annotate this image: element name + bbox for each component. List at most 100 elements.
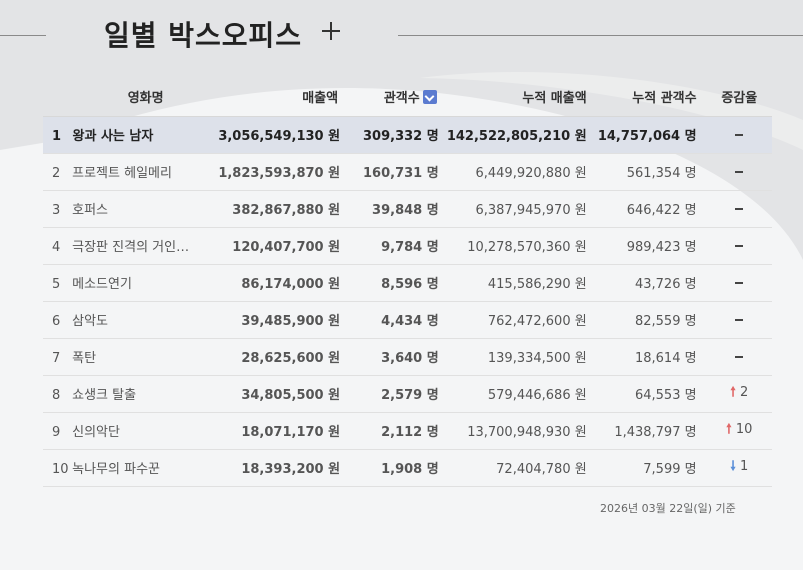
change-cell: 🠕 2	[706, 375, 772, 413]
rank-number: 8	[52, 388, 61, 403]
table-row[interactable]: 7 폭탄 28,625,600 원 3,640 명 139,334,500 원 18,6…	[43, 338, 772, 376]
cum-sales-cell: 72,404,780 원	[446, 449, 597, 487]
movie-title[interactable]: 쇼생크 탈출	[72, 388, 137, 403]
rank-number: 4	[52, 240, 61, 255]
table-row[interactable]: 2 프로젝트 헤일메리 1,823,593,870 원 160,731 명 6,449…	[43, 153, 772, 191]
movie-title[interactable]: 메소드연기	[72, 277, 132, 292]
column-header-audience[interactable]: 관객수	[348, 78, 447, 117]
movie-title[interactable]: 녹나무의 파수꾼	[72, 462, 160, 477]
rank-number: 3	[52, 203, 61, 218]
column-header-cum-sales[interactable]: 누적 매출액	[446, 78, 597, 117]
sales-cell: 18,393,200 원	[218, 449, 349, 487]
movie-title[interactable]: 프로젝트 헤일메리	[72, 166, 172, 181]
table-row[interactable]: 9 신의악단 18,071,170 원 2,112 명 13,700,948,930 …	[43, 412, 772, 450]
column-header-cum-audience[interactable]: 누적 관객수	[596, 78, 707, 117]
cum-sales-cell: 762,472,600 원	[446, 301, 597, 339]
header-rule-right	[398, 35, 803, 36]
cum-audience-cell: 989,423 명	[596, 227, 707, 265]
table-row[interactable]: 4 극장판 진격의 거인… 120,407,700 원 9,784 명 10,278,…	[43, 227, 772, 265]
sales-cell: 3,056,549,130 원	[218, 116, 349, 154]
movie-title-cell[interactable]: 4 극장판 진격의 거인…	[43, 227, 219, 265]
cum-audience-cell: 7,599 명	[596, 449, 707, 487]
header: 일별 박스오피스	[0, 0, 803, 70]
no-change-icon	[735, 207, 744, 210]
movie-title-cell[interactable]: 8 쇼생크 탈출	[43, 375, 219, 413]
header-rule-left	[0, 35, 46, 36]
change-value: 1	[740, 458, 749, 474]
table-row[interactable]: 3 호퍼스 382,867,880 원 39,848 명 6,387,945,970 …	[43, 190, 772, 228]
movie-title-cell[interactable]: 5 메소드연기	[43, 264, 219, 302]
add-button[interactable]	[318, 18, 344, 44]
column-header-sales[interactable]: 매출액	[218, 78, 349, 117]
change-cell	[706, 227, 772, 265]
audience-cell: 39,848 명	[348, 190, 447, 228]
movie-title-cell[interactable]: 2 프로젝트 헤일메리	[43, 153, 219, 191]
sales-cell: 34,805,500 원	[218, 375, 349, 413]
rank-number: 7	[52, 351, 61, 366]
cum-sales-cell: 139,334,500 원	[446, 338, 597, 376]
rank-number: 9	[52, 425, 61, 440]
arrow-up-icon: 🠕	[726, 421, 732, 437]
sales-cell: 1,823,593,870 원	[218, 153, 349, 191]
change-cell	[706, 301, 772, 339]
change-cell	[706, 190, 772, 228]
table-row[interactable]: 1 왕과 사는 남자 3,056,549,130 원 309,332 명 142,52…	[43, 116, 772, 154]
date-note: 2026년 03월 22일(일) 기준	[600, 502, 736, 515]
cum-audience-cell: 43,726 명	[596, 264, 707, 302]
page-title: 일별 박스오피스	[104, 19, 303, 52]
movie-title[interactable]: 극장판 진격의 거인…	[72, 240, 190, 255]
cum-audience-cell: 18,614 명	[596, 338, 707, 376]
movie-title[interactable]: 호퍼스	[72, 203, 109, 218]
change-value: 2	[740, 384, 749, 400]
sort-down-icon[interactable]	[422, 90, 437, 105]
movie-title[interactable]: 신의악단	[72, 425, 120, 440]
arrow-up-icon: 🠕	[730, 384, 736, 400]
cum-sales-cell: 6,449,920,880 원	[446, 153, 597, 191]
sales-cell: 120,407,700 원	[218, 227, 349, 265]
sales-cell: 382,867,880 원	[218, 190, 349, 228]
movie-title-cell[interactable]: 6 삼악도	[43, 301, 219, 339]
table-row[interactable]: 6 삼악도 39,485,900 원 4,434 명 762,472,600 원 82,…	[43, 301, 772, 339]
movie-title-cell[interactable]: 7 폭탄	[43, 338, 219, 376]
sales-cell: 86,174,000 원	[218, 264, 349, 302]
audience-cell: 9,784 명	[348, 227, 447, 265]
cum-sales-cell: 142,522,805,210 원	[446, 116, 597, 154]
movie-title[interactable]: 폭탄	[72, 351, 97, 366]
cum-audience-cell: 646,422 명	[596, 190, 707, 228]
sales-cell: 18,071,170 원	[218, 412, 349, 450]
no-change-icon	[735, 281, 744, 284]
movie-title[interactable]: 삼악도	[72, 314, 109, 329]
cum-audience-cell: 64,553 명	[596, 375, 707, 413]
audience-cell: 1,908 명	[348, 449, 447, 487]
cum-audience-cell: 561,354 명	[596, 153, 707, 191]
audience-cell: 309,332 명	[348, 116, 447, 154]
table-row[interactable]: 8 쇼생크 탈출 34,805,500 원 2,579 명 579,446,686 원…	[43, 375, 772, 413]
movie-title-cell[interactable]: 1 왕과 사는 남자	[43, 116, 219, 154]
movie-title-cell[interactable]: 3 호퍼스	[43, 190, 219, 228]
movie-title-cell[interactable]: 9 신의악단	[43, 412, 219, 450]
no-change-icon	[735, 244, 744, 247]
cum-audience-cell: 14,757,064 명	[596, 116, 707, 154]
movie-title-cell[interactable]: 10 녹나무의 파수꾼	[43, 449, 219, 487]
column-header-change[interactable]: 증감율	[706, 78, 772, 117]
column-header-title[interactable]: 영화명	[43, 78, 219, 117]
audience-cell: 2,579 명	[348, 375, 447, 413]
no-change-icon	[735, 133, 744, 136]
change-cell: 🠗 1	[706, 449, 772, 487]
sales-cell: 28,625,600 원	[218, 338, 349, 376]
change-cell: 🠕 10	[706, 412, 772, 450]
arrow-down-icon: 🠗	[730, 458, 736, 474]
rank-number: 2	[52, 166, 61, 181]
movie-title[interactable]: 왕과 사는 남자	[72, 129, 154, 144]
table-header-row: 영화명 매출액 관객수 누적 매출액 누적 관객수 증감율	[43, 78, 772, 117]
rank-number: 10	[52, 462, 69, 477]
column-header-audience-label: 관객수	[383, 91, 420, 107]
audience-cell: 8,596 명	[348, 264, 447, 302]
audience-cell: 160,731 명	[348, 153, 447, 191]
table-row[interactable]: 10 녹나무의 파수꾼 18,393,200 원 1,908 명 72,404,780…	[43, 449, 772, 487]
change-cell	[706, 338, 772, 376]
no-change-icon	[735, 318, 744, 321]
rank-number: 6	[52, 314, 61, 329]
cum-audience-cell: 82,559 명	[596, 301, 707, 339]
